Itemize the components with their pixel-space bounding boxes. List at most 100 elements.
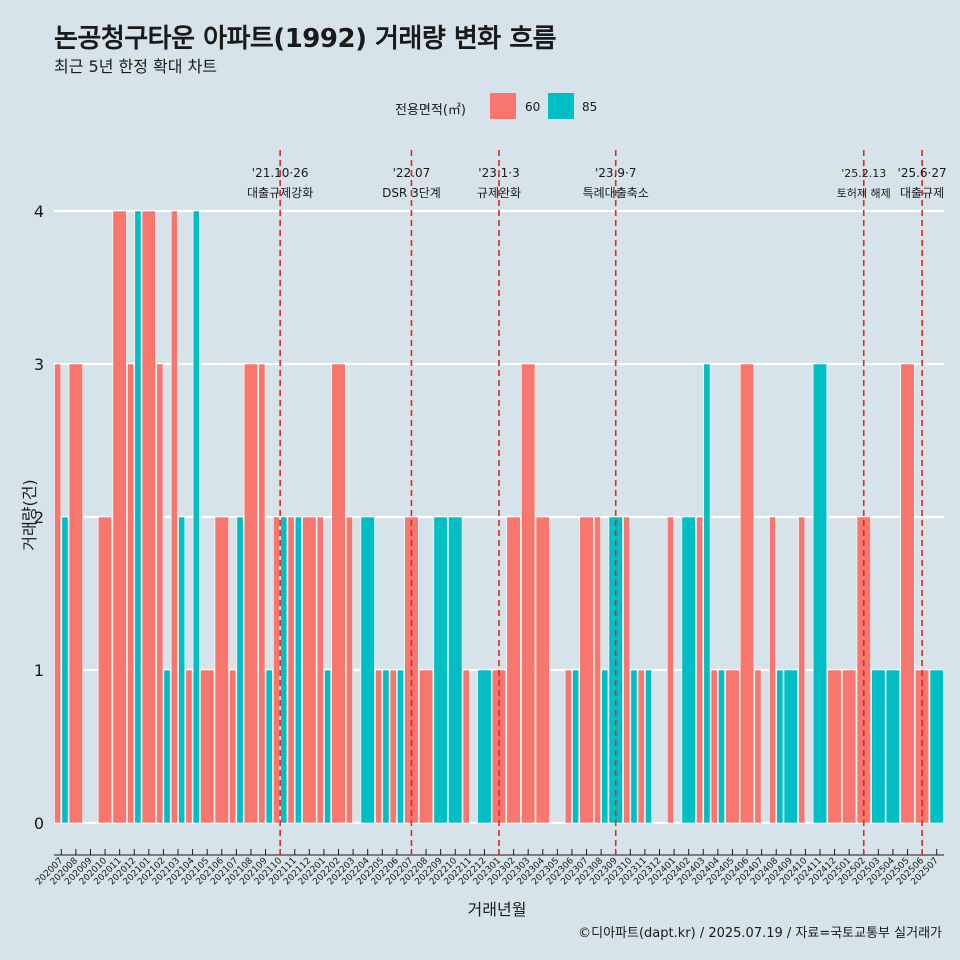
event-date-label-0: '21.10·26 — [252, 166, 309, 180]
bar-60-202302 — [506, 516, 521, 824]
bar-60-202310 — [623, 516, 631, 824]
bar-85-202411 — [812, 363, 828, 824]
bar-85-202102 — [163, 669, 171, 824]
legend-swatch-60 — [490, 93, 516, 119]
event-date-label-1: '22.07 — [393, 166, 431, 180]
bar-60-202307 — [579, 516, 594, 824]
y-tick-label-3: 3 — [34, 355, 44, 374]
event-date-label-3: '23.9·7 — [595, 166, 636, 180]
bar-60-202105 — [200, 669, 215, 824]
bar-85-202109 — [265, 669, 273, 824]
bar-85-202404 — [718, 669, 725, 824]
bar-60-202304 — [535, 516, 550, 824]
legend-title: 전용면적(㎡) — [395, 103, 466, 118]
bar-60-202405 — [725, 669, 740, 824]
event-text-label-3: 특례대출축소 — [583, 186, 649, 200]
bar-85-202007 — [61, 516, 69, 824]
bar-85-202310 — [630, 669, 638, 824]
legend: 전용면적(㎡) 60 85 — [0, 93, 960, 121]
bar-60-202505 — [900, 363, 915, 824]
legend-label-60: 60 — [525, 100, 541, 114]
bar-60-202403 — [696, 516, 704, 824]
bar-85-202403 — [703, 363, 711, 824]
bar-60-202109 — [258, 363, 266, 824]
bar-85-202104 — [192, 210, 200, 824]
bar-60-202011 — [112, 210, 127, 824]
bar-60-202107 — [229, 669, 237, 824]
bar-60-202308 — [594, 516, 601, 824]
bar-85-202504 — [885, 669, 901, 824]
bar-60-202501 — [842, 669, 857, 824]
bar-85-202306 — [572, 669, 580, 824]
bar-85-202209 — [433, 516, 448, 824]
bar-60-202206 — [389, 669, 397, 824]
bar-85-202311 — [645, 669, 652, 824]
bar-60-202408 — [769, 516, 777, 824]
legend-swatch-85 — [548, 93, 574, 119]
bar-85-202408 — [776, 669, 784, 824]
event-text-label-0: 대출규제강화 — [247, 186, 313, 200]
bar-85-202507 — [929, 669, 944, 824]
bar-60-202404 — [710, 669, 718, 824]
legend-label-85: 85 — [582, 100, 598, 114]
bar-85-202201 — [324, 669, 332, 824]
bar-60-202401 — [666, 516, 674, 824]
bar-60-202205 — [375, 669, 383, 824]
bar-60-202111 — [287, 516, 295, 824]
bar-60-202412 — [827, 669, 842, 824]
event-text-label-4: 토허제 해제 — [837, 186, 891, 200]
bar-60-202202 — [331, 363, 346, 824]
bar-85-202206 — [397, 669, 404, 824]
chart-subtitle: 최근 5년 한정 확대 차트 — [54, 57, 218, 76]
bar-60-202112 — [302, 516, 317, 824]
bar-60-202106 — [214, 516, 229, 824]
bar-60-202007 — [54, 363, 62, 824]
event-date-label-4: '25.2.13 — [841, 167, 886, 180]
bar-85-202103 — [178, 516, 186, 824]
bar-60-202211 — [462, 669, 470, 824]
bar-85-202210 — [448, 516, 463, 824]
bar-85-202110 — [280, 516, 288, 824]
bar-60-202203 — [346, 516, 353, 824]
y-tick-label-0: 0 — [34, 814, 44, 833]
event-text-label-1: DSR 3단계 — [382, 186, 441, 200]
bar-60-202102 — [156, 363, 164, 824]
bar-60-202407 — [754, 669, 762, 824]
bar-60-202208 — [418, 669, 434, 824]
bar-85-202107 — [236, 516, 244, 824]
bar-60-202101 — [141, 210, 156, 824]
event-text-label-5: 대출규제 — [900, 186, 944, 200]
bar-60-202410 — [798, 516, 806, 824]
bar-60-202406 — [739, 363, 755, 824]
bar-60-202010 — [97, 516, 113, 824]
bar-60-202306 — [564, 669, 572, 824]
bar-85-202204 — [360, 516, 375, 824]
bar-85-202409 — [783, 669, 798, 824]
bar-60-202104 — [185, 669, 193, 824]
bar-60-202311 — [637, 669, 645, 824]
y-tick-label-2: 2 — [34, 508, 44, 527]
event-date-label-5: '25.6·27 — [898, 166, 947, 180]
bar-60-202110 — [273, 516, 280, 824]
y-tick-label-4: 4 — [34, 202, 44, 221]
bar-60-202201 — [316, 516, 324, 824]
source-caption: ©디아파트(dapt.kr) / 2025.07.19 / 자료=국토교통부 실… — [578, 926, 942, 941]
y-tick-label-1: 1 — [34, 661, 44, 680]
bar-85-202111 — [294, 516, 302, 824]
event-date-label-2: '23.1·3 — [478, 166, 519, 180]
chart-title: 논공청구타운 아파트(1992) 거래량 변화 흐름 — [54, 24, 557, 54]
bar-60-202108 — [243, 363, 259, 824]
bar-60-202303 — [521, 363, 536, 824]
bar-85-202308 — [601, 669, 609, 824]
bar-85-202012 — [134, 210, 142, 824]
bar-60-202103 — [170, 210, 178, 824]
event-text-label-2: 규제완화 — [477, 186, 521, 200]
bar-85-202205 — [382, 669, 390, 824]
bar-60-202008 — [68, 363, 83, 824]
bar-85-202402 — [681, 516, 696, 824]
bar-85-202503 — [871, 669, 886, 824]
bar-85-202212 — [477, 669, 492, 824]
bar-60-202012 — [127, 363, 135, 824]
y-axis-label: 거래량(건) — [20, 479, 39, 551]
